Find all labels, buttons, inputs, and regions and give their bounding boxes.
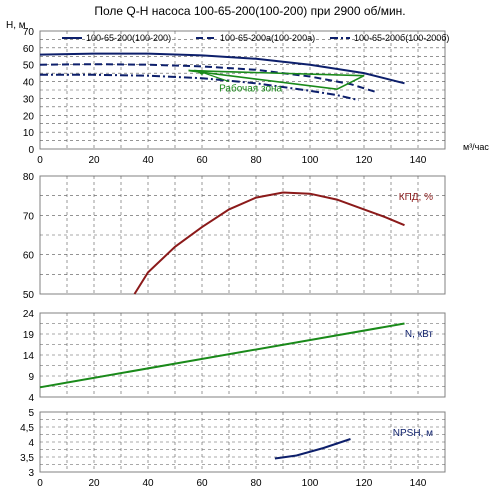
panel-label: КПД, %	[399, 192, 433, 203]
x-tick-label: 20	[88, 478, 100, 489]
working-zone-line	[188, 69, 365, 91]
series-line-4-1	[274, 438, 351, 460]
legend-label: 100-65-200б(100-200б)	[354, 33, 449, 43]
y-tick-label: 50	[23, 290, 35, 301]
y-tick-label: 5	[28, 408, 34, 419]
x-tick-label: 120	[356, 155, 373, 166]
x-tick-label: 0	[37, 478, 43, 489]
series-line-3-1	[39, 322, 405, 389]
y-tick-label: 30	[23, 94, 35, 105]
x-tick-label: 140	[410, 155, 427, 166]
series-line-1-2	[39, 63, 378, 94]
y-tick-label: 10	[23, 128, 35, 139]
x-tick-label: 120	[356, 478, 373, 489]
x-tick-label: 100	[302, 478, 319, 489]
x-tick-label: 60	[196, 478, 208, 489]
y-tick-label: 50	[23, 61, 35, 72]
x-axis-label: м³/час	[463, 142, 489, 152]
y-tick-label: 3,5	[20, 453, 34, 464]
y-tick-label: 14	[23, 351, 35, 362]
y-tick-label: 70	[23, 27, 35, 38]
y-tick-label: 60	[23, 44, 35, 55]
working-zone-annotation: Рабочая зона	[219, 83, 282, 95]
x-tick-label: 80	[250, 155, 262, 166]
y-tick-label: 40	[23, 78, 35, 89]
y-axis-label: H, м	[6, 20, 26, 31]
series-line-1-1	[39, 52, 405, 85]
x-tick-label: 0	[37, 155, 43, 166]
series-line-1-3	[40, 73, 359, 102]
x-tick-label: 140	[410, 478, 427, 489]
chart-title: Поле Q-H насоса 100-65-200(100-200) при …	[94, 4, 406, 18]
y-tick-label: 4	[28, 393, 34, 404]
y-tick-label: 19	[23, 330, 35, 341]
panel-label: N, кВт	[405, 329, 433, 340]
legend-label: 100-65-200а(100-200а)	[220, 33, 315, 43]
y-tick-label: 24	[23, 309, 35, 320]
x-tick-label: 80	[250, 478, 262, 489]
y-tick-label: 80	[23, 172, 35, 183]
y-tick-label: 60	[23, 251, 35, 262]
y-tick-label: 4,5	[20, 423, 34, 434]
working-zone-arrowhead	[193, 69, 208, 76]
x-tick-label: 40	[142, 478, 154, 489]
working-zone-arrow	[201, 71, 230, 83]
y-tick-label: 4	[28, 438, 34, 449]
y-tick-label: 3	[28, 468, 34, 479]
series-line-2-1	[133, 191, 405, 295]
y-tick-label: 20	[23, 111, 35, 122]
y-tick-label: 70	[23, 211, 35, 222]
y-tick-label: 0	[28, 145, 34, 156]
x-tick-label: 20	[88, 155, 100, 166]
x-tick-label: 40	[142, 155, 154, 166]
x-tick-label: 60	[196, 155, 208, 166]
legend-label: 100-65-200(100-200)	[86, 33, 171, 43]
x-tick-label: 100	[302, 155, 319, 166]
y-tick-label: 9	[28, 372, 34, 383]
panel-label: NPSH, м	[393, 428, 433, 439]
